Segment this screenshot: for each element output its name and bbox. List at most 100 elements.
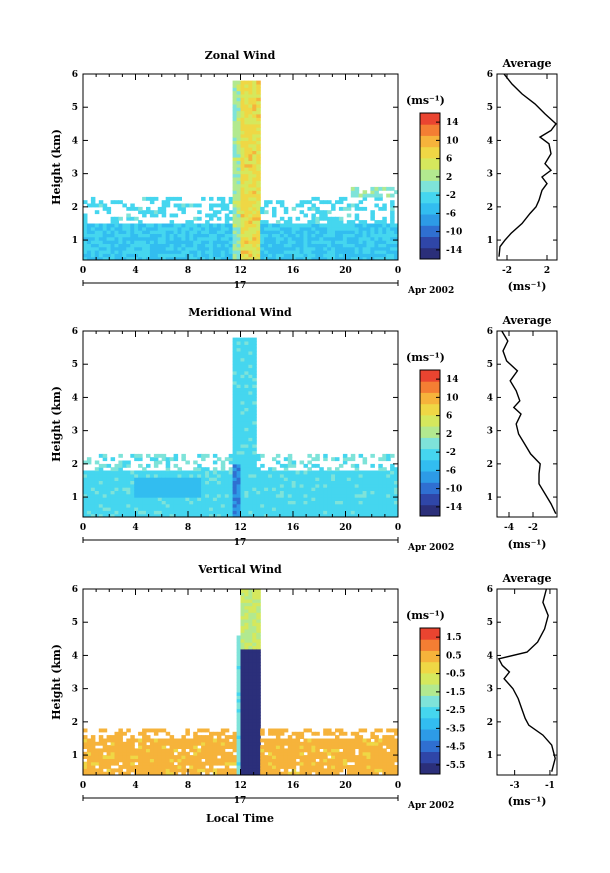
heatmap-cell xyxy=(256,678,261,683)
heatmap-cell xyxy=(86,771,92,775)
heatmap-cell xyxy=(315,473,320,478)
heatmap-cell xyxy=(295,243,301,248)
heatmap-cell xyxy=(181,457,186,462)
heatmap-cell xyxy=(331,240,336,244)
heatmap-cell xyxy=(240,170,245,175)
heatmap-cell xyxy=(169,738,175,743)
heatmap-cell xyxy=(122,761,127,766)
heatmap-cell xyxy=(201,196,206,201)
heatmap-cell xyxy=(118,483,123,488)
heatmap-cell xyxy=(362,490,368,495)
heatmap-cell xyxy=(354,503,360,508)
heatmap-cell xyxy=(323,751,328,756)
heatmap-cell xyxy=(362,487,368,491)
heatmap-cell xyxy=(252,612,257,617)
heatmap-cell xyxy=(248,483,253,488)
heatmap-cell xyxy=(189,758,194,763)
heatmap-cell xyxy=(149,513,155,517)
heatmap-cell xyxy=(236,230,242,234)
y-tick-label: 6 xyxy=(72,70,78,80)
heatmap-cell xyxy=(126,253,131,258)
heatmap-cell xyxy=(212,490,218,495)
heatmap-cell xyxy=(291,240,297,244)
heatmap-cell xyxy=(236,668,242,673)
heatmap-cell xyxy=(319,256,324,260)
heatmap-cell xyxy=(240,480,245,485)
heatmap-cell xyxy=(350,463,356,468)
heatmap-cell xyxy=(224,487,230,491)
heatmap-cell xyxy=(327,738,332,743)
heatmap-cell xyxy=(248,748,253,753)
heatmap-cell xyxy=(248,350,253,355)
heatmap-cell xyxy=(335,457,340,462)
heatmap-cell xyxy=(197,751,202,756)
heatmap-cell xyxy=(323,771,328,775)
heatmap-cell xyxy=(189,507,194,511)
heatmap-cell xyxy=(291,751,297,756)
heatmap-cell xyxy=(346,765,352,769)
heatmap-cell xyxy=(142,507,147,511)
heatmap-cell xyxy=(138,470,143,475)
heatmap-cell xyxy=(295,253,301,258)
heatmap-cell xyxy=(331,513,336,517)
heatmap-cell xyxy=(272,507,277,511)
heatmap-cell xyxy=(256,133,261,138)
heatmap-cell xyxy=(205,761,210,766)
heatmap-cell xyxy=(287,243,293,248)
heatmap-cell xyxy=(252,648,257,653)
heatmap-cell xyxy=(181,230,186,234)
heatmap-cell xyxy=(260,253,265,258)
heatmap-cell xyxy=(232,220,238,224)
heatmap-cell xyxy=(295,236,301,241)
heatmap-cell xyxy=(370,487,375,491)
heatmap-cell xyxy=(149,256,155,260)
heatmap-cell xyxy=(358,510,364,515)
heatmap-cell xyxy=(378,223,383,228)
heatmap-cell xyxy=(244,761,249,766)
heatmap-cell xyxy=(240,163,245,168)
heatmap-cell xyxy=(382,226,387,231)
heatmap-cell xyxy=(382,755,387,759)
heatmap-cell xyxy=(146,765,151,769)
heatmap-cell xyxy=(197,453,202,458)
heatmap-cell xyxy=(169,243,175,248)
heatmap-cell xyxy=(252,652,257,656)
heatmap-cell xyxy=(122,755,127,759)
heatmap-cell xyxy=(248,507,253,511)
heatmap-cell xyxy=(240,470,245,475)
heatmap-cell xyxy=(114,233,119,238)
heatmap-cell xyxy=(244,100,249,105)
heatmap-cell xyxy=(366,240,371,244)
heatmap-cell xyxy=(216,745,222,749)
heatmap-cell xyxy=(201,473,206,478)
heatmap-cell xyxy=(236,190,242,195)
heatmap-cell xyxy=(260,210,265,215)
heatmap-cell xyxy=(149,250,155,254)
heatmap-cell xyxy=(327,510,332,515)
heatmap-cell xyxy=(346,490,352,495)
heatmap-cell xyxy=(177,768,182,773)
heatmap-cell xyxy=(205,246,210,251)
heatmap-cell xyxy=(315,755,320,759)
heatmap-cell xyxy=(299,510,305,515)
heatmap-cell xyxy=(244,612,249,617)
heatmap-cell xyxy=(240,748,245,753)
heatmap-cell xyxy=(126,771,131,775)
heatmap-cell xyxy=(236,414,242,418)
heatmap-cell xyxy=(98,256,104,260)
heatmap-cell xyxy=(335,755,340,759)
heatmap-cell xyxy=(327,467,332,472)
heatmap-cell xyxy=(264,745,269,749)
heatmap-cell xyxy=(228,200,234,205)
heatmap-cell xyxy=(122,236,127,241)
heatmap-cell xyxy=(165,256,171,260)
heatmap-cell xyxy=(118,487,123,491)
heatmap-cell xyxy=(331,510,336,515)
heatmap-cell xyxy=(244,728,249,733)
heatmap-cell xyxy=(307,493,312,498)
heatmap-cell xyxy=(181,748,186,753)
heatmap-cell xyxy=(169,771,175,775)
heatmap-cell xyxy=(118,493,123,498)
heatmap-cell xyxy=(130,256,135,260)
heatmap-cell xyxy=(378,246,383,251)
